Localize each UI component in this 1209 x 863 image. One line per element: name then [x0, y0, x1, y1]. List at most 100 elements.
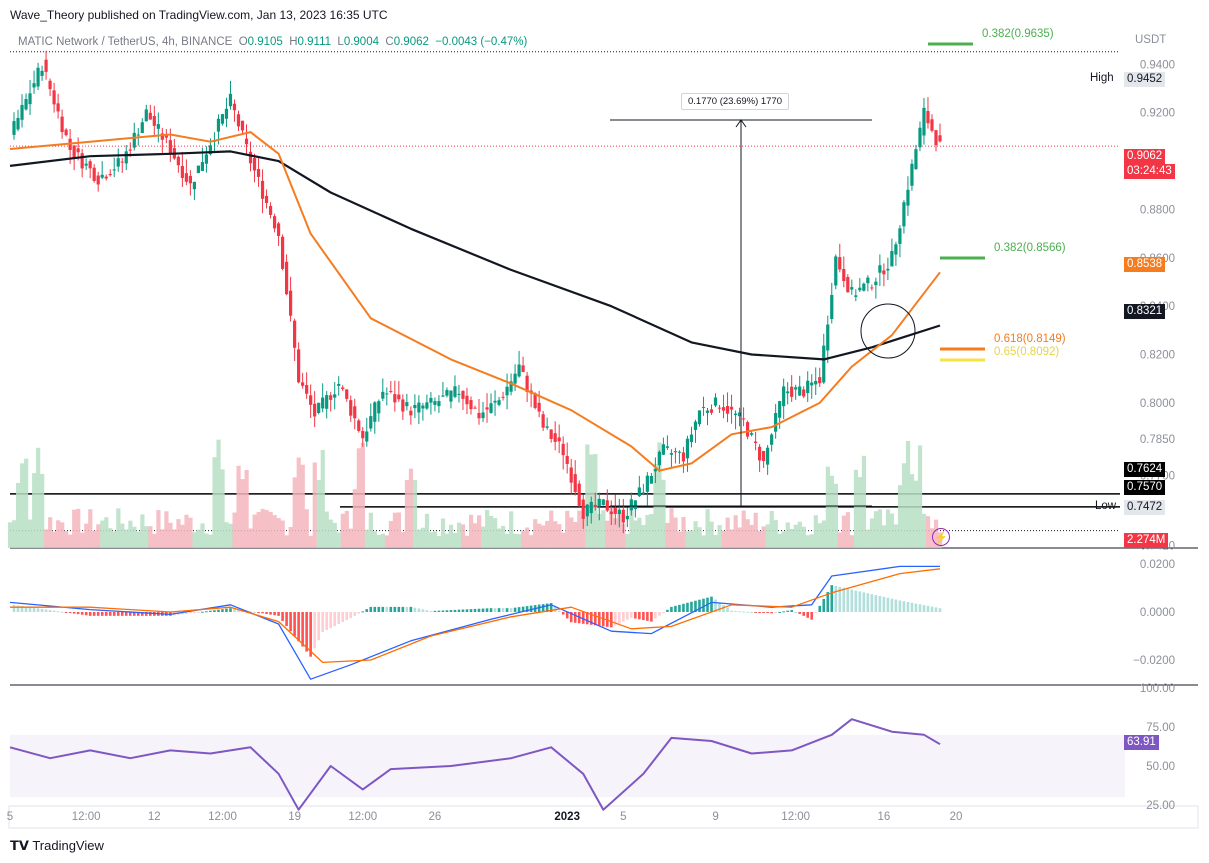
volume-bar [909, 474, 915, 548]
volume-bar [244, 469, 249, 548]
candle-body [64, 129, 68, 136]
candle-body [669, 453, 674, 455]
candle-body [673, 451, 678, 453]
macd-histogram-bar [930, 606, 934, 612]
volume-bar [685, 531, 690, 548]
candle-body [846, 277, 850, 293]
macd-histogram-bar [345, 612, 349, 621]
volume-bar [721, 530, 726, 548]
volume-bar [865, 529, 871, 548]
macd-histogram-bar [213, 610, 216, 612]
macd-histogram-bar [682, 603, 685, 612]
volume-bar [28, 519, 33, 548]
fib-382-label: 0.382(0.8566) [994, 242, 1066, 254]
candle-body [405, 402, 409, 407]
candle-body [421, 405, 425, 409]
macd-histogram-bar [842, 587, 846, 612]
volume-bar [481, 526, 486, 548]
candle-body [521, 365, 525, 372]
volume-bar [268, 511, 273, 548]
candle-body [204, 154, 209, 164]
volume-bar [777, 533, 782, 548]
candle-body [437, 401, 441, 407]
macd-histogram-bar [505, 608, 509, 612]
candle-body [513, 373, 517, 384]
high-price-badge: 0.9452 [1124, 72, 1166, 87]
candle-body [160, 133, 164, 140]
candle-body [441, 395, 445, 397]
macd-histogram-bar [650, 612, 653, 622]
macd-histogram-bar [806, 612, 810, 618]
macd-histogram-bar [76, 612, 80, 615]
volume-bar [897, 485, 903, 548]
volume-bar [669, 508, 674, 548]
volume-bar [196, 529, 201, 548]
candle-body [930, 119, 934, 131]
symbol-legend: MATIC Network / TetherUS, 4h, BINANCE O0… [18, 36, 527, 48]
candle-body [84, 163, 88, 166]
candle-body [938, 135, 942, 142]
macd-histogram-bar [790, 610, 793, 612]
candle-body [104, 176, 108, 179]
candle-body [834, 256, 838, 286]
candle-body [818, 377, 822, 384]
macd-histogram-bar [421, 609, 425, 612]
volume-bar [517, 534, 522, 548]
volume-bar [925, 516, 931, 548]
support-upper-badge: 0.7624 [1124, 462, 1166, 477]
rsi-band [10, 734, 1125, 798]
volume-bar [537, 523, 542, 548]
candle-body [148, 112, 152, 120]
candle-body [918, 127, 922, 148]
candle-body [882, 270, 886, 275]
volume-bar [128, 520, 133, 548]
macd-histogram-bar [585, 612, 589, 625]
macd-histogram-bar [734, 610, 737, 612]
candle-body [758, 446, 762, 461]
volume-bar [797, 521, 802, 548]
candle-body [649, 476, 653, 484]
macd-histogram-bar [124, 612, 128, 616]
volume-bar [533, 519, 538, 548]
macd-histogram-bar [381, 606, 385, 612]
macd-histogram-bar [44, 609, 48, 612]
candle-body [417, 402, 421, 413]
candle-body [497, 400, 501, 405]
macd-histogram-bar [581, 612, 585, 624]
macd-histogram-bar [798, 612, 801, 614]
macd-histogram-bar [385, 606, 389, 612]
volume-bar [793, 524, 798, 548]
macd-histogram-bar [658, 612, 661, 616]
candle-body [866, 277, 870, 284]
macd-histogram-bar [838, 586, 842, 612]
volume-bar [889, 513, 895, 548]
volume-bar [52, 531, 57, 548]
cross-highlight-circle [860, 303, 916, 359]
macd-histogram-bar [128, 612, 132, 616]
candle-body [385, 393, 389, 395]
volume-bar [713, 535, 718, 548]
macd-histogram-bar [914, 603, 918, 612]
macd-histogram-bar [898, 600, 902, 612]
macd-histogram-bar [104, 612, 108, 616]
macd-histogram-bar [281, 612, 284, 621]
volume-bar [88, 509, 93, 548]
tradingview-logo[interactable]: 𝗧𝗩 TradingView [10, 838, 104, 854]
volume-bar [541, 525, 546, 548]
lightning-icon[interactable]: ⚡ [932, 528, 950, 546]
candle-body [806, 380, 810, 394]
candle-body [152, 115, 156, 126]
macd-histogram-bar [605, 612, 609, 627]
macd-histogram-bar [265, 612, 268, 614]
candle-body [693, 421, 698, 430]
volume-bar [424, 513, 430, 548]
volume-bar [16, 483, 21, 548]
macd-histogram-bar [634, 612, 637, 619]
macd-histogram-bar [782, 611, 785, 613]
candle-body [517, 364, 521, 377]
candle-body [465, 395, 469, 405]
macd-histogram-bar [670, 606, 673, 612]
macd-histogram-bar [36, 608, 40, 612]
macd-histogram-bar [100, 612, 104, 616]
